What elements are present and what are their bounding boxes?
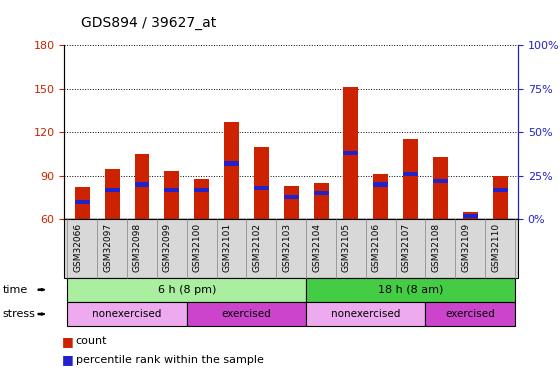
Bar xyxy=(254,147,269,219)
Text: GSM32102: GSM32102 xyxy=(253,223,262,272)
Text: time: time xyxy=(3,285,28,295)
Text: ■: ■ xyxy=(62,354,73,366)
Text: GSM32106: GSM32106 xyxy=(372,223,381,272)
Text: nonexercised: nonexercised xyxy=(92,309,162,319)
Text: exercised: exercised xyxy=(222,309,271,319)
Text: count: count xyxy=(76,336,107,346)
Text: GSM32109: GSM32109 xyxy=(461,223,470,272)
Text: GSM32098: GSM32098 xyxy=(133,223,142,272)
Bar xyxy=(105,188,120,192)
Bar xyxy=(105,168,120,219)
Text: stress: stress xyxy=(3,309,36,319)
Bar xyxy=(463,212,478,219)
Text: exercised: exercised xyxy=(445,309,495,319)
Bar xyxy=(343,87,358,219)
Bar xyxy=(314,191,329,195)
Bar xyxy=(314,183,329,219)
Bar xyxy=(284,186,298,219)
Text: nonexercised: nonexercised xyxy=(331,309,400,319)
Text: GSM32107: GSM32107 xyxy=(402,223,410,272)
Text: GSM32105: GSM32105 xyxy=(342,223,351,272)
Bar xyxy=(134,154,150,219)
Text: percentile rank within the sample: percentile rank within the sample xyxy=(76,355,263,365)
Bar xyxy=(374,182,388,187)
Bar xyxy=(403,172,418,176)
Bar xyxy=(254,186,269,190)
Bar xyxy=(493,188,507,192)
Bar xyxy=(433,157,448,219)
Bar xyxy=(134,182,150,187)
Text: ■: ■ xyxy=(62,335,73,348)
Text: 6 h (8 pm): 6 h (8 pm) xyxy=(157,285,216,295)
Text: GDS894 / 39627_at: GDS894 / 39627_at xyxy=(81,16,217,30)
Bar xyxy=(75,188,90,219)
Text: GSM32100: GSM32100 xyxy=(193,223,202,272)
Bar xyxy=(463,214,478,218)
Bar xyxy=(75,200,90,204)
Text: GSM32110: GSM32110 xyxy=(491,223,500,272)
Text: GSM32103: GSM32103 xyxy=(282,223,291,272)
Text: GSM32108: GSM32108 xyxy=(431,223,440,272)
Text: GSM32099: GSM32099 xyxy=(163,223,172,272)
Text: GSM32097: GSM32097 xyxy=(103,223,112,272)
Text: GSM32104: GSM32104 xyxy=(312,223,321,272)
Bar xyxy=(224,161,239,166)
Text: GSM32101: GSM32101 xyxy=(222,223,231,272)
Bar xyxy=(493,176,507,219)
Text: GSM32066: GSM32066 xyxy=(73,223,82,272)
Bar xyxy=(284,195,298,199)
Bar xyxy=(403,140,418,219)
Bar xyxy=(194,179,209,219)
Bar xyxy=(224,122,239,219)
Bar xyxy=(374,174,388,219)
Bar xyxy=(165,171,179,219)
Bar xyxy=(165,188,179,192)
Bar xyxy=(343,151,358,155)
Bar xyxy=(433,179,448,183)
Bar xyxy=(194,188,209,192)
Text: 18 h (8 am): 18 h (8 am) xyxy=(378,285,444,295)
